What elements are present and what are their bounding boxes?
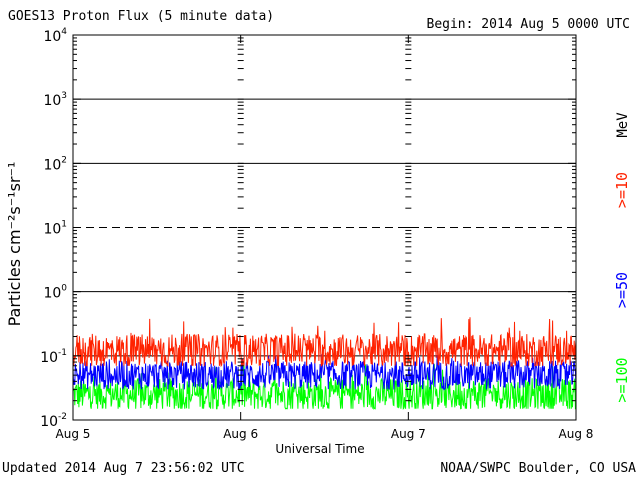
x-tick-label: Aug 5 <box>56 427 91 441</box>
y-tick-label: 100 <box>43 284 67 302</box>
x-tick-label: Aug 8 <box>559 427 594 441</box>
series-line <box>72 317 577 368</box>
y-tick-label: 103 <box>43 91 67 109</box>
chart-title: GOES13 Proton Flux (5 minute data) <box>8 9 275 24</box>
x-axis-label: Universal Time <box>275 442 365 456</box>
y-tick-labels: 10-2 10-1 100 101 102 103 104 <box>40 27 67 430</box>
y-tick-label: 104 <box>43 27 67 45</box>
y-tick-label: 10-2 <box>40 412 67 430</box>
plot-frame <box>72 34 577 421</box>
series-line <box>72 354 577 391</box>
series-line <box>72 363 576 410</box>
credit-text: NOAA/SWPC Boulder, CO USA <box>440 461 636 476</box>
updated-time: Updated 2014 Aug 7 23:56:02 UTC <box>2 461 245 476</box>
legend-entry: >=10 <box>613 172 631 208</box>
y-tick-label: 10-1 <box>40 348 67 366</box>
x-tick-label: Aug 6 <box>223 427 258 441</box>
legend-entry: >=100 <box>613 357 631 402</box>
x-tick-label: Aug 7 <box>391 427 426 441</box>
legend: >=10 >=50 >=100 MeV <box>613 112 631 403</box>
legend-entry: >=50 <box>613 272 631 308</box>
x-tick-labels: Aug 5 Aug 6 Aug 7 Aug 8 <box>56 427 594 441</box>
y-axis-label: Particles cm⁻²s⁻¹sr⁻¹ <box>5 162 24 327</box>
grid-lines <box>73 98 576 357</box>
begin-time: Begin: 2014 Aug 5 0000 UTC <box>426 17 631 32</box>
y-tick-label: 102 <box>43 155 67 173</box>
legend-unit: MeV <box>615 112 631 138</box>
y-tick-label: 101 <box>43 220 67 238</box>
series-layer <box>72 317 577 410</box>
